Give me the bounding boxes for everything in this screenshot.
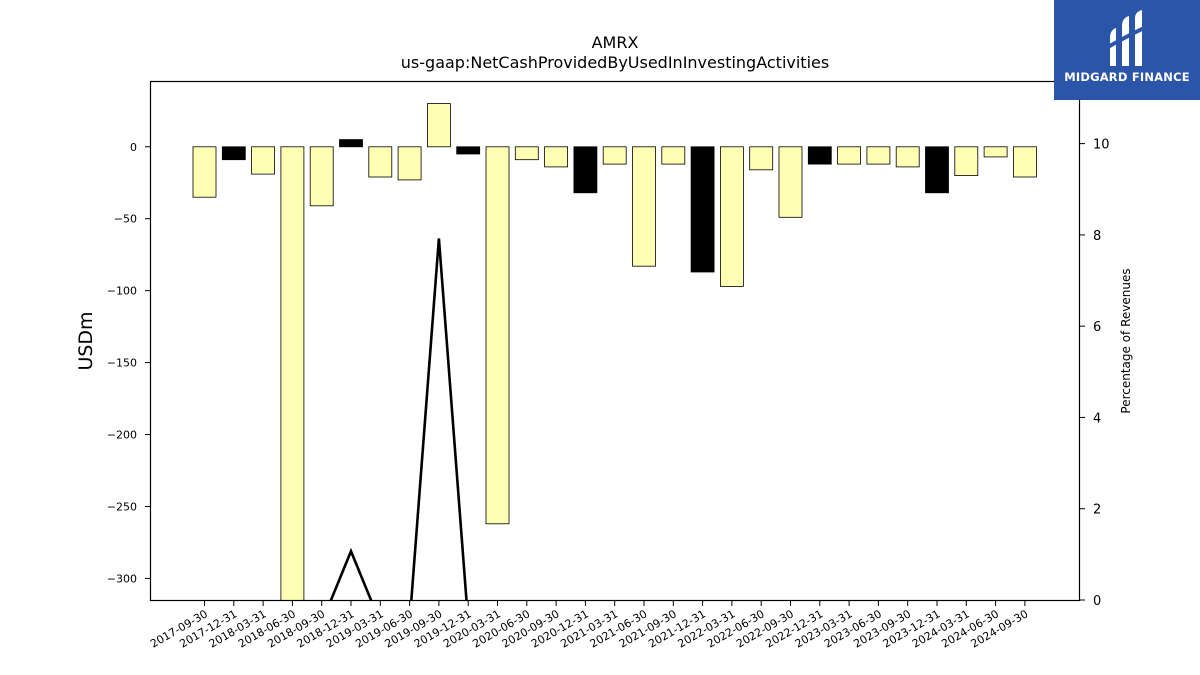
- y-tick-label: 0: [130, 141, 137, 154]
- bar-2018-12-31: [339, 139, 363, 148]
- bar-2021-09-30: [661, 146, 686, 165]
- bar-2018-09-30: [309, 146, 334, 207]
- y2-axis-label: Percentage of Revenues: [1119, 268, 1133, 413]
- y2-tick-label: 2: [1093, 503, 1101, 518]
- bar-2021-06-30: [632, 146, 656, 267]
- bar-2020-12-31: [573, 146, 598, 194]
- bar-2019-06-30: [397, 146, 422, 181]
- bar-2020-03-31: [485, 146, 510, 525]
- y-tick-label: −100: [107, 285, 137, 298]
- y-tick-label: −300: [107, 572, 137, 585]
- bar-2017-09-30: [192, 146, 217, 198]
- bar-2022-09-30: [778, 146, 803, 218]
- y-tick-label: −200: [107, 429, 137, 442]
- bar-2021-03-31: [602, 146, 627, 165]
- y2-axis: 0 2 4 6 8 10: [1079, 138, 1110, 609]
- midgard-logo-icon: [1105, 10, 1149, 66]
- y-axis-label: USDm: [75, 311, 97, 370]
- bar-2022-12-31: [807, 146, 832, 165]
- y2-tick-label: 4: [1093, 411, 1101, 426]
- bar-2024-06-30: [983, 146, 1008, 158]
- bar-2019-09-30: [426, 103, 451, 148]
- y-tick-label: −150: [107, 357, 137, 370]
- bar-2020-06-30: [514, 146, 539, 161]
- bar-2018-03-31: [251, 146, 276, 175]
- y-axis: 0 −50 −100 −150 −200 −250 −300: [107, 141, 151, 585]
- bar-2023-12-31: [925, 146, 949, 194]
- y-tick-label: −250: [107, 500, 137, 513]
- bar-2022-06-30: [749, 146, 774, 171]
- x-axis: 2017-09-302017-12-312018-03-312018-06-30…: [148, 600, 1030, 651]
- bar-2017-12-31: [221, 146, 246, 161]
- brand-name: MIDGARD FINANCE: [1064, 70, 1190, 84]
- brand-logo: MIDGARD FINANCE: [1054, 0, 1200, 100]
- bar-2023-06-30: [866, 146, 891, 165]
- bar-2018-06-30: [280, 146, 305, 600]
- bar-2021-12-31: [690, 146, 715, 273]
- line-group: [329, 238, 468, 600]
- bar-2019-03-31: [368, 146, 393, 178]
- bar-2023-03-31: [837, 146, 861, 165]
- bar-2022-03-31: [720, 146, 744, 287]
- chart-subtitle: us-gaap:NetCashProvidedByUsedInInvesting…: [401, 53, 829, 72]
- bar-2024-09-30: [1013, 146, 1037, 178]
- chart-title: AMRX: [592, 33, 639, 52]
- y-tick-label: −50: [114, 213, 137, 226]
- y2-tick-label: 10: [1093, 138, 1110, 153]
- y2-tick-label: 8: [1093, 229, 1101, 244]
- bar-2024-03-31: [954, 146, 979, 177]
- line-series: [329, 238, 468, 600]
- y2-tick-label: 6: [1093, 320, 1101, 335]
- bar-2020-09-30: [544, 146, 568, 168]
- bar-2023-09-30: [895, 146, 920, 168]
- bars-group: [192, 103, 1037, 600]
- y2-tick-label: 0: [1093, 594, 1101, 609]
- bar-2019-12-31: [456, 146, 481, 155]
